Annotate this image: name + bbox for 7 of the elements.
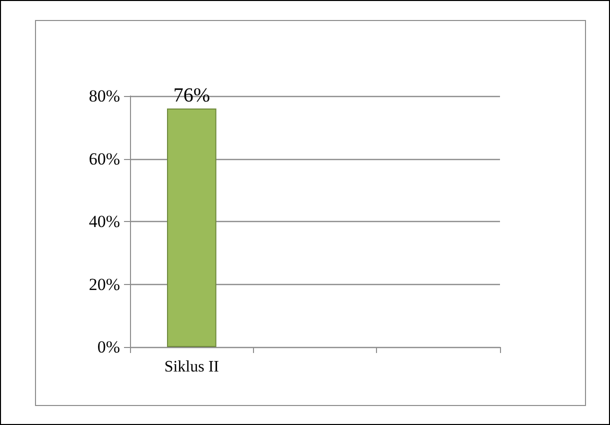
y-tick-label: 0% xyxy=(97,338,120,356)
data-label: 76% xyxy=(173,84,210,107)
x-tick-label: Siklus II xyxy=(164,358,220,376)
y-tick-label: 60% xyxy=(88,149,120,168)
y-tick-label: 20% xyxy=(88,274,120,294)
y-tick-label: 40% xyxy=(88,212,120,231)
y-tick-label: 80% xyxy=(88,86,120,106)
